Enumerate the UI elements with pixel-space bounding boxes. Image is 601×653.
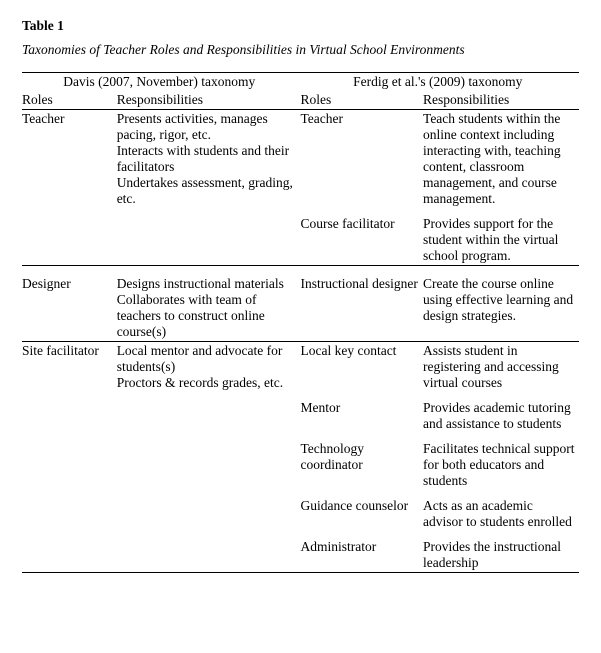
cell-c4: Assists student in registering and acces… xyxy=(423,342,579,393)
cell-c1 xyxy=(22,208,117,266)
table-row: TeacherPresents activities, manages paci… xyxy=(22,110,579,209)
table-number: Table 1 xyxy=(22,18,579,34)
col-header-roles-left: Roles xyxy=(22,91,117,110)
table-row: AdministratorProvides the instructional … xyxy=(22,531,579,573)
cell-c3: Local key contact xyxy=(300,342,423,393)
cell-c4: Provides academic tutoring and assistanc… xyxy=(423,392,579,433)
cell-c1: Designer xyxy=(22,266,117,342)
cell-c2 xyxy=(117,433,301,490)
cell-c3: Mentor xyxy=(300,392,423,433)
cell-c1 xyxy=(22,433,117,490)
taxonomy-table: Davis (2007, November) taxonomy Ferdig e… xyxy=(22,72,579,573)
cell-c1 xyxy=(22,392,117,433)
cell-c1: Teacher xyxy=(22,110,117,209)
cell-c2 xyxy=(117,531,301,573)
column-header-row: Roles Responsibilities Roles Responsibil… xyxy=(22,91,579,110)
table-row: Course facilitatorProvides support for t… xyxy=(22,208,579,266)
cell-c2 xyxy=(117,392,301,433)
table-row: Technology coordinatorFacilitates techni… xyxy=(22,433,579,490)
cell-c3: Administrator xyxy=(300,531,423,573)
group-header-right: Ferdig et al.'s (2009) taxonomy xyxy=(300,73,579,92)
table-row: Site facilitatorLocal mentor and advocat… xyxy=(22,342,579,393)
cell-c1 xyxy=(22,531,117,573)
cell-c2 xyxy=(117,490,301,531)
cell-c1: Site facilitator xyxy=(22,342,117,393)
table-caption: Taxonomies of Teacher Roles and Responsi… xyxy=(22,42,579,58)
table-row: MentorProvides academic tutoring and ass… xyxy=(22,392,579,433)
cell-c4: Acts as an academic advisor to students … xyxy=(423,490,579,531)
cell-c3: Technology coordinator xyxy=(300,433,423,490)
cell-c3: Instructional designer xyxy=(300,266,423,342)
cell-c3: Course facilitator xyxy=(300,208,423,266)
table-row: Guidance counselorActs as an academic ad… xyxy=(22,490,579,531)
cell-c2: Designs instructional materialsCollabora… xyxy=(117,266,301,342)
cell-c2 xyxy=(117,208,301,266)
group-header-row: Davis (2007, November) taxonomy Ferdig e… xyxy=(22,73,579,92)
col-header-resp-left: Responsibilities xyxy=(117,91,301,110)
table-row: DesignerDesigns instructional materialsC… xyxy=(22,266,579,342)
cell-c4: Provides support for the student within … xyxy=(423,208,579,266)
cell-c2: Presents activities, manages pacing, rig… xyxy=(117,110,301,209)
group-header-left: Davis (2007, November) taxonomy xyxy=(22,73,300,92)
col-header-resp-right: Responsibilities xyxy=(423,91,579,110)
cell-c2: Local mentor and advocate for students(s… xyxy=(117,342,301,393)
cell-c1 xyxy=(22,490,117,531)
cell-c3: Teacher xyxy=(300,110,423,209)
cell-c4: Teach students within the online context… xyxy=(423,110,579,209)
cell-c4: Provides the instructional leadership xyxy=(423,531,579,573)
col-header-roles-right: Roles xyxy=(300,91,423,110)
cell-c4: Create the course online using effective… xyxy=(423,266,579,342)
cell-c3: Guidance counselor xyxy=(300,490,423,531)
cell-c4: Facilitates technical support for both e… xyxy=(423,433,579,490)
